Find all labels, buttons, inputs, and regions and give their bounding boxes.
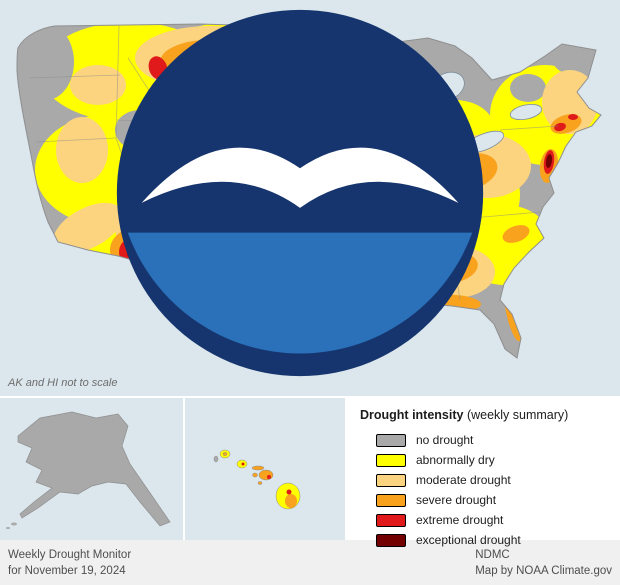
legend-swatch-no-drought bbox=[376, 433, 406, 447]
legend-swatch-moderate-drought bbox=[376, 473, 406, 487]
legend-item: no drought bbox=[360, 430, 620, 450]
legend-item: abnormally dry bbox=[360, 450, 620, 470]
footer-left: Weekly Drought Monitor for November 19, … bbox=[8, 547, 131, 579]
legend-title-rest: (weekly summary) bbox=[463, 408, 569, 422]
hawaii-inset-panel bbox=[185, 398, 345, 540]
legend-label: severe drought bbox=[416, 493, 497, 507]
noaa-logo bbox=[116, 9, 484, 377]
legend-label: extreme drought bbox=[416, 513, 504, 527]
legend-title-bold: Drought intensity bbox=[360, 408, 464, 422]
legend-label: no drought bbox=[416, 433, 474, 447]
inset-panels: Drought intensity (weekly summary) no dr… bbox=[0, 398, 620, 547]
footer-date: for November 19, 2024 bbox=[8, 565, 126, 578]
footer-credits: NDMC Map by NOAA Climate.gov bbox=[475, 547, 612, 579]
footer: Weekly Drought Monitor for November 19, … bbox=[0, 540, 620, 585]
footer-source: NDMC bbox=[475, 549, 510, 561]
legend-item: moderate drought bbox=[360, 470, 620, 490]
legend-swatch-exceptional-drought bbox=[376, 533, 406, 547]
footer-credit: Map by NOAA Climate.gov bbox=[475, 565, 612, 578]
legend-item: extreme drought bbox=[360, 510, 620, 530]
legend-item: severe drought bbox=[360, 490, 620, 510]
legend-label: exceptional drought bbox=[416, 533, 521, 547]
legend-item: exceptional drought bbox=[360, 530, 620, 550]
legend-panel: Drought intensity (weekly summary) no dr… bbox=[347, 398, 620, 547]
map-scale-note: AK and HI not to scale bbox=[8, 377, 118, 389]
legend-swatch-extreme-drought bbox=[376, 513, 406, 527]
alaska-map bbox=[6, 411, 171, 529]
conus-map-panel: AK and HI not to scale bbox=[0, 0, 620, 396]
footer-title: Weekly Drought Monitor bbox=[8, 549, 132, 561]
hawaii-map bbox=[213, 449, 301, 510]
legend-title: Drought intensity (weekly summary) bbox=[360, 408, 620, 422]
legend-label: moderate drought bbox=[416, 473, 511, 487]
alaska-inset-panel bbox=[0, 398, 183, 540]
alaska-landmass bbox=[17, 411, 171, 527]
hawaii-islands bbox=[213, 449, 301, 510]
legend-swatch-abnormally-dry bbox=[376, 453, 406, 467]
legend-label: abnormally dry bbox=[416, 453, 495, 467]
legend-swatch-severe-drought bbox=[376, 493, 406, 507]
